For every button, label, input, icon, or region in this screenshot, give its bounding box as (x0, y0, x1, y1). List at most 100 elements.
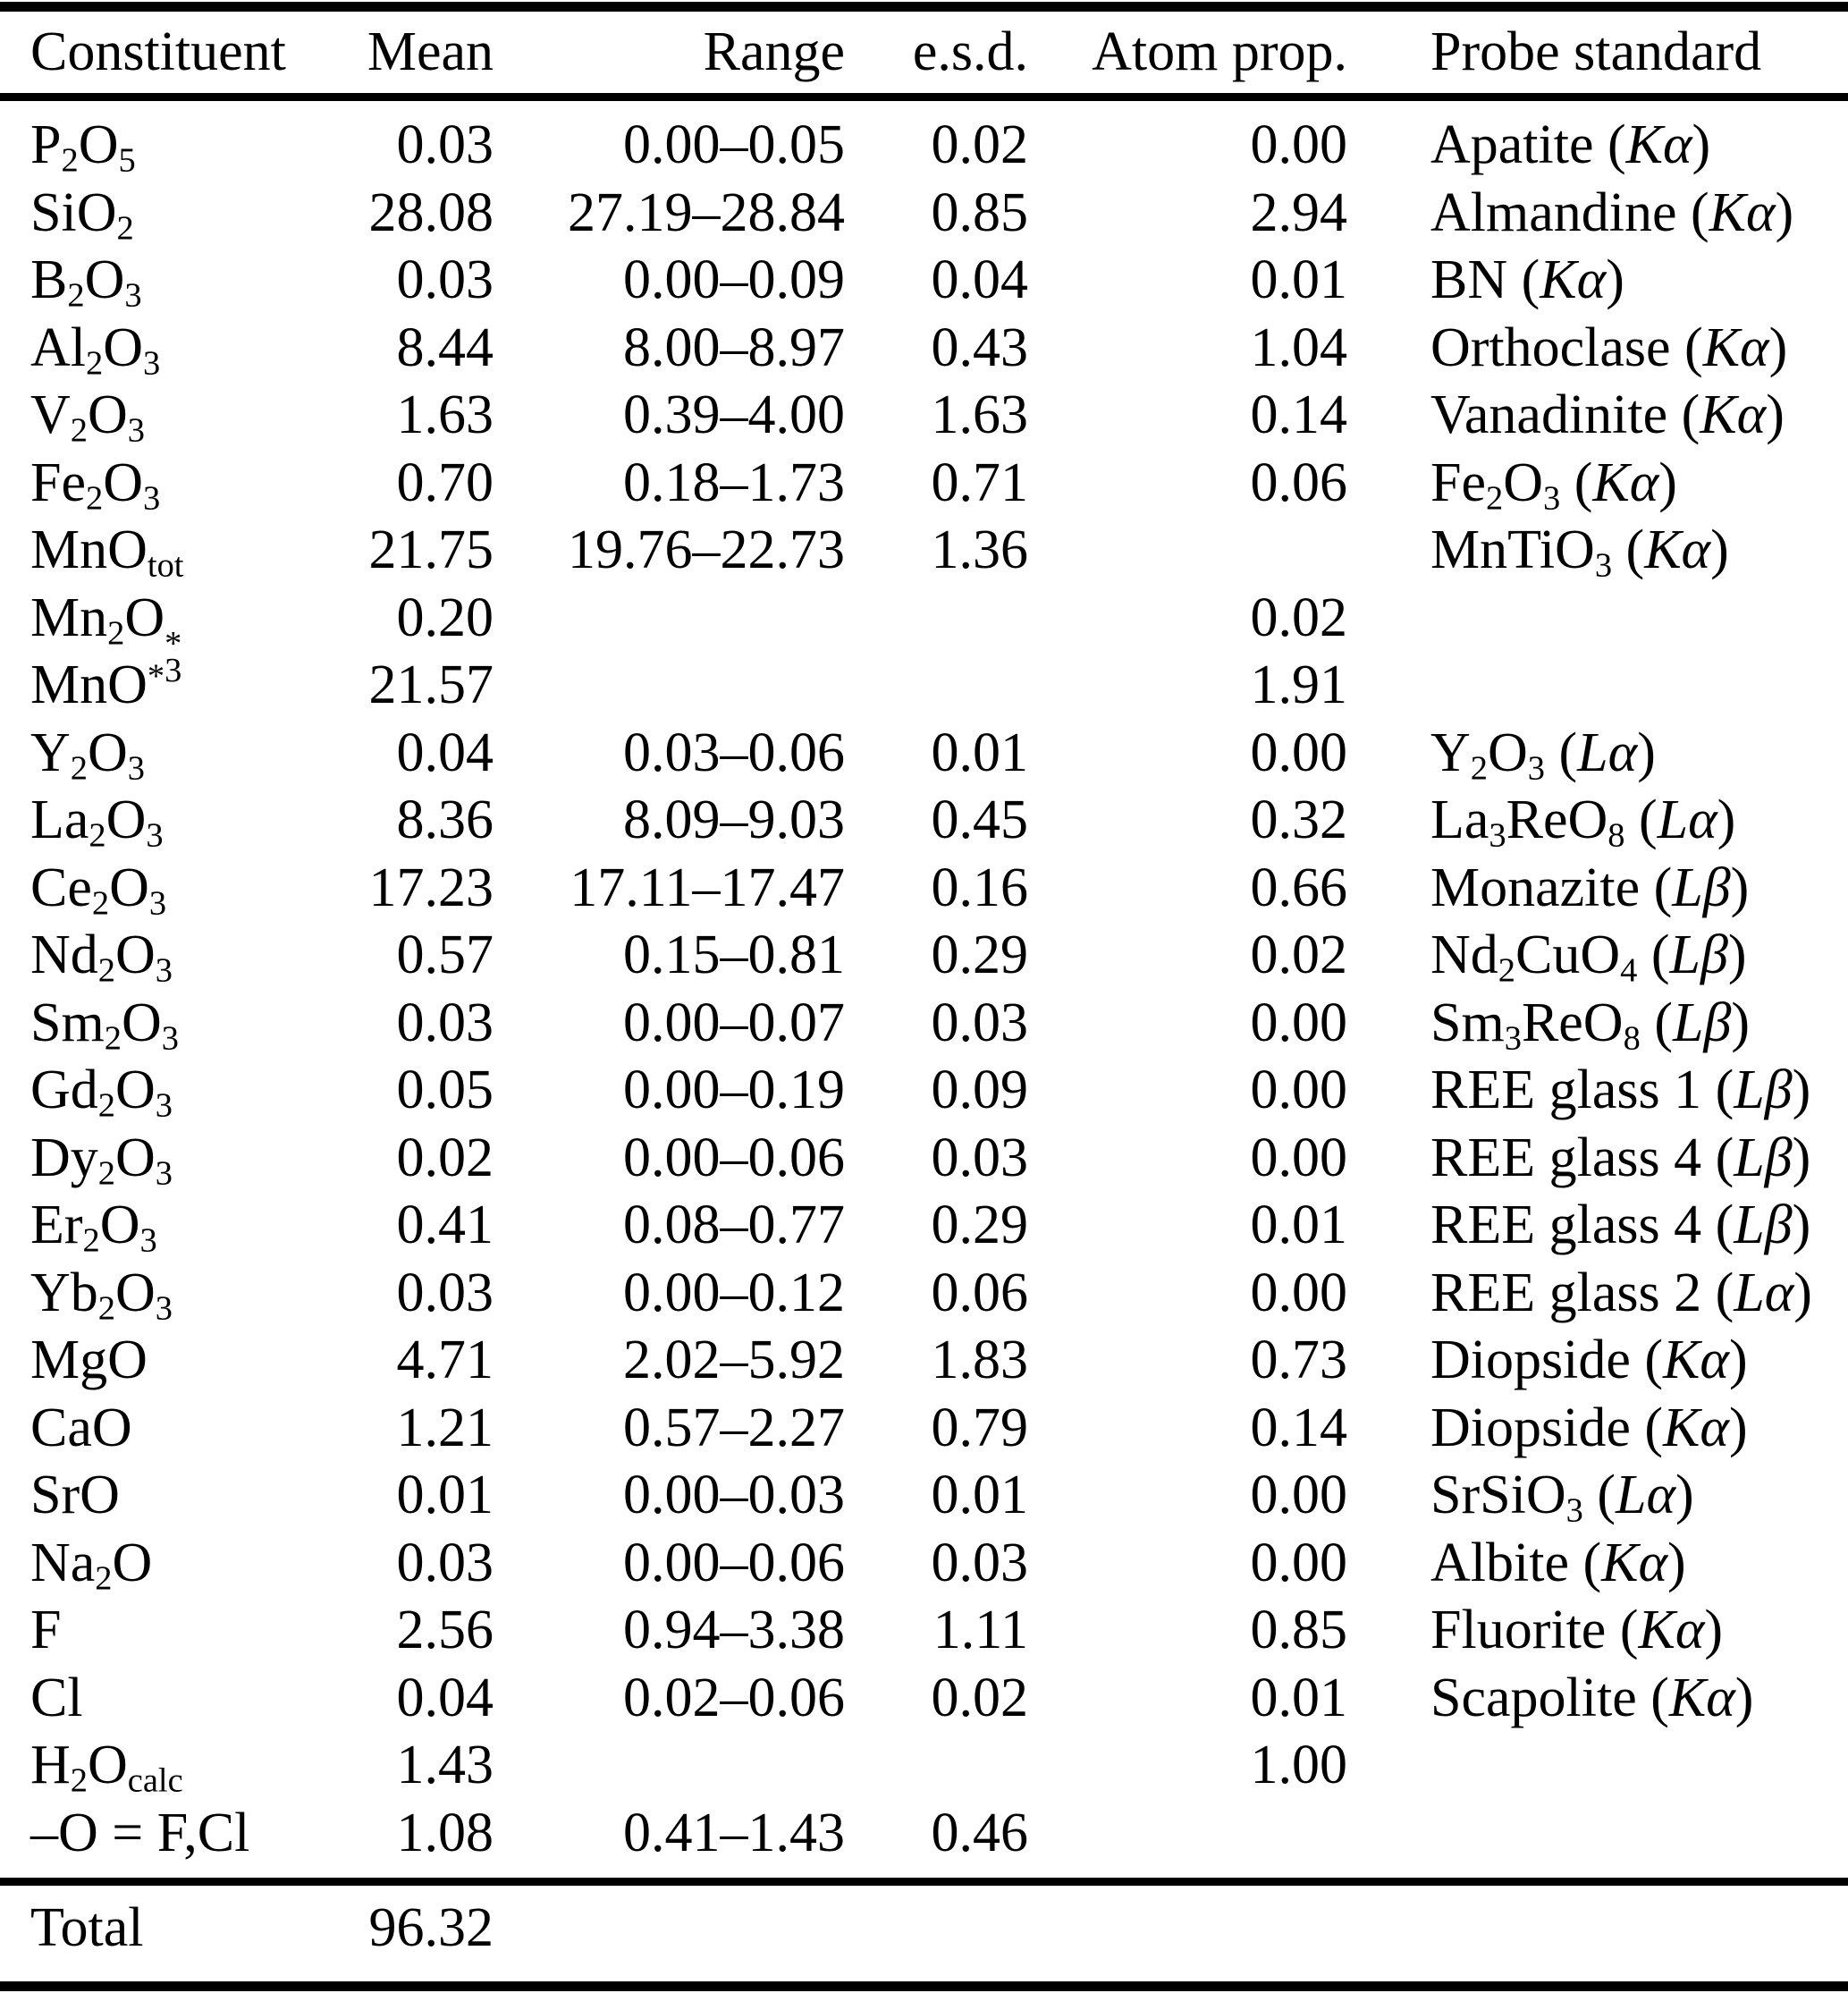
constituent-cell: Mn2O * 3 (30, 587, 182, 689)
constituent-cell: B2O3 (30, 249, 142, 315)
range-cell: 0.00–0.06 (623, 1127, 845, 1188)
probe-standard-cell: Vanadinite (Kα) (1430, 384, 1785, 445)
probe-standard-cell (1347, 1800, 1848, 1868)
table-row: Na2O 0.03 0.00–0.06 0.03 0.00 Albite (Kα) (0, 1530, 1848, 1598)
probe-standard-cell: Fluorite (Kα) (1430, 1600, 1724, 1660)
mean-cell: 2.56 (396, 1600, 494, 1660)
probe-standard-cell: Almandine (Kα) (1430, 182, 1794, 243)
table-row: Dy2O3 0.02 0.00–0.06 0.03 0.00 REE glass 4 (L… (0, 1125, 1848, 1193)
probe-standard-cell: Diopside (Kα) (1430, 1330, 1748, 1390)
probe-standard-cell: MnTiO3 (Kα) (1430, 519, 1729, 585)
probe-standard-cell: Fe2O3 (Kα) (1430, 452, 1677, 518)
constituent-cell: –O = F,Cl (30, 1802, 250, 1863)
table-row: Nd2O3 0.57 0.15–0.81 0.29 0.02 Nd2CuO4 (Lβ) (0, 922, 1848, 990)
table-row: P2O5 0.03 0.00–0.05 0.02 0.00 Apatite (Kα) (0, 112, 1848, 180)
column-header-probe-standard: Probe standard (1430, 21, 1762, 82)
atom-prop-cell (1028, 1800, 1347, 1868)
esd-cell: 0.46 (931, 1802, 1029, 1863)
probe-standard-cell: Apatite (Kα) (1430, 114, 1711, 175)
mean-cell: 0.03 (396, 1262, 494, 1323)
range-cell: 27.19–28.84 (568, 182, 845, 243)
atom-prop-cell: 0.01 (1250, 249, 1348, 310)
range-cell: 0.00–0.06 (623, 1532, 845, 1593)
constituent-cell: CaO (30, 1397, 132, 1458)
probe-standard-cell: Nd2CuO4 (Lβ) (1430, 925, 1747, 990)
constituent-cell: La2O3 (30, 790, 164, 855)
esd-cell: 0.02 (931, 114, 1029, 175)
mean-cell: 0.03 (396, 992, 494, 1053)
esd-cell: 0.29 (931, 1195, 1029, 1255)
constituent-cell: Cl (30, 1667, 83, 1728)
probe-standard-cell: Monazite (Lβ) (1430, 857, 1750, 918)
range-cell (494, 652, 845, 720)
atom-prop-cell: 0.14 (1250, 384, 1348, 445)
mean-cell: 21.75 (368, 519, 494, 580)
total-mean-value: 96.32 (368, 1897, 494, 1958)
range-cell: 0.94–3.38 (623, 1600, 845, 1660)
esd-cell: 0.01 (931, 1465, 1029, 1525)
probe-standard-cell: Scapolite (Kα) (1430, 1667, 1754, 1728)
range-cell: 17.11–17.47 (570, 857, 845, 918)
atom-prop-cell: 0.00 (1250, 992, 1348, 1053)
column-header-constituent: Constituent (30, 21, 286, 82)
probe-standard-cell: Diopside (Kα) (1430, 1397, 1748, 1458)
esd-cell: 1.11 (932, 1600, 1028, 1660)
range-cell (494, 1732, 845, 1800)
constituent-cell: Y2O3 (30, 722, 145, 788)
probe-standard-cell: Orthoclase (Kα) (1430, 317, 1788, 378)
table-row: SrO 0.01 0.00–0.03 0.01 0.00 SrSiO3 (Lα) (0, 1462, 1848, 1530)
atom-prop-cell: 0.85 (1250, 1600, 1348, 1660)
esd-cell: 0.02 (931, 1667, 1029, 1728)
esd-cell (845, 585, 1028, 653)
atom-prop-cell: 0.14 (1250, 1397, 1348, 1458)
constituent-cell: Fe2O3 (30, 452, 161, 518)
probe-standard-cell: La3ReO8 (Lα) (1430, 790, 1736, 855)
total-label: Total (30, 1897, 144, 1958)
column-header-esd: e.s.d. (912, 21, 1028, 82)
esd-cell: 0.06 (931, 1262, 1029, 1323)
total-atom-prop-cell (1028, 1889, 1347, 1966)
probe-standard-cell (1347, 652, 1848, 720)
table-row: Mn2O * 3 0.20 0.02 (0, 585, 1848, 689)
mean-cell: 0.04 (396, 1667, 494, 1728)
mean-cell: 0.01 (396, 1465, 494, 1525)
table-row: Sm2O3 0.03 0.00–0.07 0.03 0.00 Sm3ReO8 (Lβ) (0, 990, 1848, 1058)
table-row: Al2O3 8.44 8.00–8.97 0.43 1.04 Orthoclase (Kα… (0, 315, 1848, 383)
esd-cell: 0.03 (931, 992, 1029, 1053)
probe-standard-cell: Y2O3 (Lα) (1430, 722, 1656, 788)
range-cell: 19.76–22.73 (568, 519, 845, 580)
range-cell: 0.08–0.77 (623, 1195, 845, 1255)
probe-standard-cell: Sm3ReO8 (Lβ) (1430, 992, 1750, 1058)
constituent-cell: MgO (30, 1330, 148, 1390)
constituent-cell: H2Ocalc (30, 1735, 183, 1800)
atom-prop-cell: 0.00 (1250, 1465, 1348, 1525)
mean-cell: 28.08 (368, 182, 494, 243)
mean-cell: 0.57 (396, 925, 494, 985)
atom-prop-cell: 0.00 (1250, 722, 1348, 783)
constituent-cell: Ce2O3 (30, 857, 167, 923)
table-row: Cl 0.04 0.02–0.06 0.02 0.01 Scapolite (Kα) (0, 1665, 1848, 1733)
range-cell: 0.39–4.00 (623, 384, 845, 445)
atom-prop-cell: 1.91 (1250, 654, 1348, 715)
table-row: MgO 4.71 2.02–5.92 1.83 0.73 Diopside (Kα) (0, 1327, 1848, 1395)
range-cell: 2.02–5.92 (623, 1330, 845, 1390)
probe-standard-cell: SrSiO3 (Lα) (1430, 1465, 1694, 1530)
mean-cell: 1.63 (396, 384, 494, 445)
mean-cell: 0.20 (396, 587, 494, 648)
atom-prop-cell (1028, 517, 1347, 585)
table-body: P2O5 0.03 0.00–0.05 0.02 0.00 Apatite (Kα) SiO… (0, 112, 1848, 1867)
esd-cell: 0.71 (931, 452, 1029, 513)
range-cell: 8.09–9.03 (623, 790, 845, 850)
probe-standard-cell: REE glass 4 (Lβ) (1430, 1127, 1811, 1188)
column-header-atom-prop: Atom prop. (1092, 21, 1347, 82)
esd-cell: 0.04 (931, 249, 1029, 310)
esd-cell: 0.29 (931, 925, 1029, 985)
atom-prop-cell: 0.00 (1250, 1127, 1348, 1188)
atom-prop-cell: 1.04 (1250, 317, 1348, 378)
probe-standard-cell: Albite (Kα) (1430, 1532, 1686, 1593)
range-cell: 0.18–1.73 (623, 452, 845, 513)
mean-cell: 1.08 (396, 1802, 494, 1863)
esd-cell: 0.45 (931, 790, 1029, 850)
constituent-cell: Yb2O3 (30, 1262, 173, 1328)
atom-prop-cell: 0.00 (1250, 1262, 1348, 1323)
